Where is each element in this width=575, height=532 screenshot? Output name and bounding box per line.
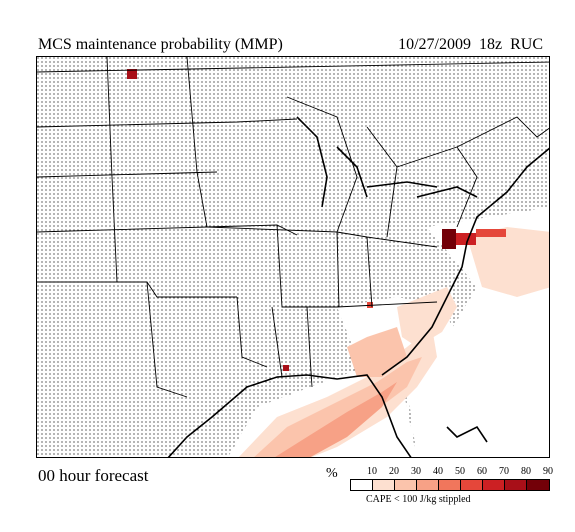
legend-swatch [527,480,549,490]
color-legend: % 10 20 30 40 50 60 70 80 90 CAPE < 100 J/kg sti… [326,466,562,526]
map-title: MCS maintenance probability (MMP) [38,36,283,53]
map-panel [36,56,550,458]
forecast-hour-label: 00 hour forecast [38,466,149,485]
legend-tick-label: 30 [411,466,421,477]
atlantic-offshore [467,227,549,297]
north-dakota-cell [127,69,137,79]
legend-tick-label: 10 [367,466,377,477]
gulf-band-dark [275,382,397,457]
legend-swatch [505,480,527,490]
legend-swatch [351,480,373,490]
map-canvas [37,57,549,457]
probability-shading [127,69,549,457]
legend-stipple-note: CAPE < 100 J/kg stippled [366,494,471,505]
legend-swatch [439,480,461,490]
gulf-band-mid [254,357,422,457]
carolina-coast [397,287,457,347]
legend-swatch [417,480,439,490]
legend-swatch [483,480,505,490]
valid-time-label: 10/27/2009 18z RUC [398,36,543,53]
legend-swatch [461,480,483,490]
legend-unit: % [326,466,338,481]
florida-coast [347,327,407,377]
mid-atlantic-low [476,229,506,237]
legend-tick-label: 70 [499,466,509,477]
legend-tick-label: 50 [455,466,465,477]
state-boundaries [37,57,549,398]
legend-color-bar [350,479,550,491]
legend-swatch [395,480,417,490]
mid-atlantic-mid [456,233,476,245]
coastline [167,116,549,457]
gulf-point-cell [283,365,289,371]
legend-tick-label: 80 [521,466,531,477]
gulf-band-light [238,327,437,457]
legend-swatch [373,480,395,490]
legend-tick-label: 90 [543,466,553,477]
legend-ticks: 10 20 30 40 50 60 70 80 90 [350,466,555,478]
legend-tick-label: 40 [433,466,443,477]
legend-tick-label: 20 [389,466,399,477]
mid-atlantic-high [442,229,456,249]
legend-tick-label: 60 [477,466,487,477]
